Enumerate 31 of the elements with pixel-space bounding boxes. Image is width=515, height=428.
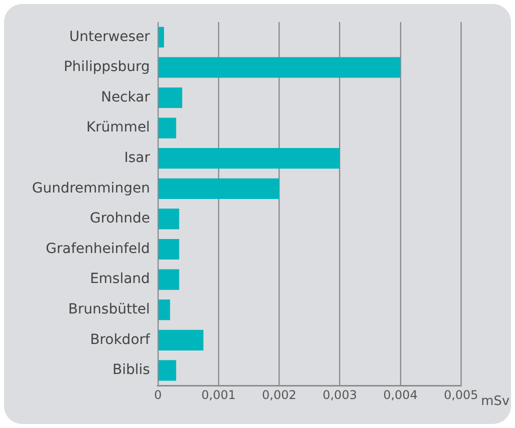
y-tick-label: Unterweser bbox=[69, 28, 150, 45]
bar bbox=[158, 330, 204, 350]
bar bbox=[158, 26, 164, 48]
y-tick-label: Philippsburg bbox=[64, 59, 150, 76]
y-tick-label: Grohnde bbox=[90, 210, 150, 227]
y-tick-label: Emsland bbox=[90, 271, 150, 288]
bar bbox=[158, 238, 180, 260]
y-tick-label: Grafenheinfeld bbox=[46, 240, 150, 257]
y-tick-label: Isar bbox=[124, 150, 150, 166]
bar bbox=[158, 300, 170, 320]
x-tick-label: 0,004 bbox=[383, 388, 418, 402]
x-tick-label: 0 bbox=[154, 388, 162, 402]
bar bbox=[158, 178, 280, 199]
y-tick-label: Brokdorf bbox=[90, 332, 152, 348]
bar bbox=[158, 269, 180, 290]
bar bbox=[158, 87, 182, 108]
bar bbox=[158, 360, 176, 381]
x-tick-label: 0,003 bbox=[322, 388, 357, 402]
y-tick-label: Brunsbüttel bbox=[68, 301, 150, 318]
y-tick-label: Neckar bbox=[100, 89, 150, 106]
x-tick-label: 0,002 bbox=[262, 388, 296, 402]
bar bbox=[158, 148, 340, 169]
bar bbox=[158, 208, 180, 230]
y-tick-label: Gundremmingen bbox=[32, 180, 150, 196]
x-tick-label: 0,005 bbox=[444, 388, 478, 402]
y-tick-label: Biblis bbox=[112, 362, 150, 378]
bar bbox=[158, 118, 176, 138]
bar bbox=[158, 57, 400, 78]
x-axis-title: mSv bbox=[481, 394, 510, 409]
y-tick-label: Krümmel bbox=[86, 120, 150, 136]
x-tick-label: 0,001 bbox=[201, 388, 236, 402]
